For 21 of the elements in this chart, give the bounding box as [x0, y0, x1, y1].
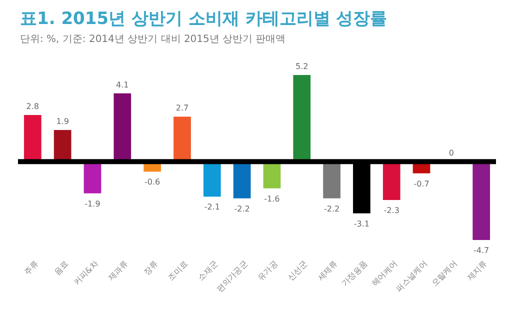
data-label: -1.6 [264, 194, 280, 204]
data-label: -0.6 [144, 178, 160, 187]
data-label: -2.1 [204, 202, 220, 212]
x-tick-label: 주류 [22, 259, 40, 277]
data-label: 1.9 [56, 117, 69, 126]
data-label: -0.7 [414, 179, 430, 188]
data-label: -2.2 [324, 204, 340, 214]
x-tick-label: 음료 [52, 259, 70, 277]
chart-title: 표1. 2015년 상반기 소비재 카테고리별 성장률 [20, 9, 388, 29]
data-label: -1.9 [84, 199, 100, 208]
data-label: -4.7 [474, 246, 490, 255]
data-label: 2.8 [26, 102, 40, 111]
data-label: 2.7 [176, 104, 189, 113]
data-label: 0 [448, 148, 454, 158]
chart-subtitle: 단위: %, 기준: 2014년 상반기 대비 2015년 상반기 판매액 [20, 34, 286, 45]
x-tick-label: 장류 [142, 259, 160, 277]
data-label: -3.1 [354, 219, 370, 228]
data-label: -2.3 [384, 206, 400, 215]
data-label: 5.2 [296, 62, 308, 71]
data-label: 4.1 [116, 80, 129, 90]
data-label: -2.2 [234, 204, 250, 214]
